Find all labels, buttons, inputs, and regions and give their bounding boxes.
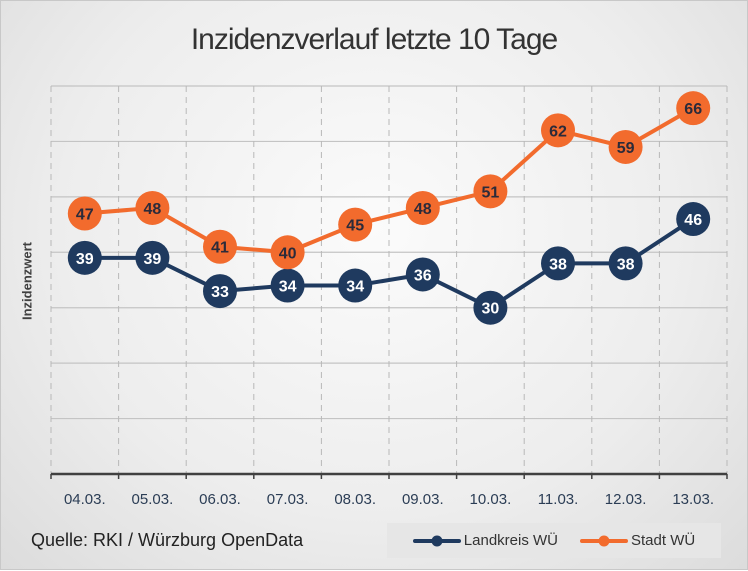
data-label: 51	[482, 184, 500, 201]
legend: Landkreis WÜ Stadt WÜ	[387, 523, 721, 558]
data-label: 34	[346, 279, 364, 296]
legend-marker-stadt	[580, 535, 628, 546]
source-note: Quelle: RKI / Würzburg OpenData	[31, 530, 304, 550]
data-point	[473, 290, 508, 325]
data-label: 38	[549, 256, 567, 273]
data-point	[135, 240, 170, 275]
legend-label: Landkreis WÜ	[463, 532, 558, 549]
data-point	[135, 190, 170, 225]
data-label: 48	[144, 201, 162, 218]
data-point	[676, 202, 711, 237]
data-label: 41	[211, 240, 229, 257]
x-tick-label: 05.03.	[132, 491, 174, 508]
data-point	[541, 113, 575, 148]
data-point	[608, 129, 643, 164]
data-point	[608, 246, 643, 281]
data-label: 34	[279, 279, 297, 296]
x-tick-label: 06.03.	[199, 491, 241, 508]
data-label: 59	[617, 140, 635, 157]
x-tick-label: 12.03.	[605, 491, 647, 508]
data-label: 36	[414, 267, 432, 284]
data-point	[405, 190, 440, 225]
data-label: 46	[684, 212, 702, 229]
data-label: 33	[211, 284, 229, 301]
legend-label: Stadt WÜ	[631, 532, 696, 549]
data-point	[270, 268, 305, 303]
legend-item-stadt: Stadt WÜ	[580, 532, 695, 549]
x-tick-label: 08.03.	[334, 491, 376, 508]
series-line	[84, 217, 695, 311]
data-label: 47	[76, 206, 94, 223]
data-label: 39	[76, 251, 94, 268]
data-label: 39	[144, 251, 162, 268]
x-tick-label: 07.03.	[267, 491, 309, 508]
data-label: 48	[414, 201, 432, 218]
x-tick-label: 11.03.	[538, 491, 579, 508]
data-point	[338, 207, 373, 242]
data-point	[541, 246, 575, 281]
data-point	[473, 174, 508, 209]
x-tick-label: 09.03.	[402, 491, 444, 508]
data-label: 30	[482, 301, 500, 318]
data-point	[203, 274, 237, 309]
data-label: 66	[684, 101, 702, 118]
data-point	[338, 268, 373, 303]
x-tick-label: 13.03.	[672, 491, 714, 508]
legend-marker-landkreis	[412, 535, 461, 546]
data-point	[676, 91, 711, 126]
series-line	[84, 106, 695, 255]
data-label: 62	[549, 123, 567, 140]
data-label: 40	[279, 245, 297, 262]
x-tick-label: 10.03.	[470, 491, 512, 508]
data-point	[67, 196, 102, 231]
chart-title: Inzidenzverlauf letzte 10 Tage	[190, 23, 558, 56]
x-tick-label: 04.03.	[64, 491, 106, 508]
data-label: 45	[346, 218, 364, 235]
legend-item-landkreis: Landkreis WÜ	[412, 532, 558, 549]
data-point	[203, 229, 237, 264]
data-label: 38	[617, 256, 635, 273]
data-point	[405, 257, 440, 292]
data-point	[270, 235, 305, 270]
data-point	[67, 240, 102, 275]
